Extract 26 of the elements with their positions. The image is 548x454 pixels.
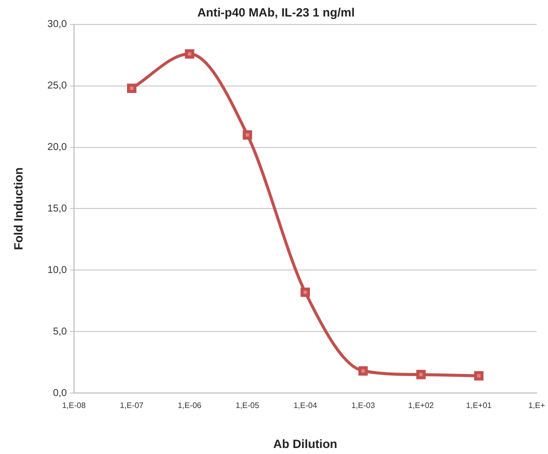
x-tick-label: 1,E+02 — [408, 401, 434, 410]
y-tick-label: 30,0 — [47, 19, 68, 30]
point — [474, 371, 484, 380]
x-tick-label: 1,E-04 — [293, 401, 318, 410]
x-tick-label: 1,E+01 — [466, 401, 492, 410]
x-axis-title: Ab Dilution — [273, 437, 338, 452]
point — [300, 288, 310, 297]
x-tick-label: 1,E-08 — [62, 401, 86, 410]
point — [184, 49, 194, 59]
y-axis-title: Fold Induction — [12, 167, 26, 250]
chart-title: Anti-p40 MAb, IL-23 1 ng/ml — [197, 6, 355, 20]
x-tick-label: 1,E-05 — [236, 401, 260, 410]
y-tick-label: 20,0 — [47, 142, 68, 154]
x-tick-label: 1,E-06 — [178, 401, 202, 410]
point — [358, 366, 368, 376]
point — [416, 370, 426, 380]
y-tick-label: 0,0 — [52, 388, 68, 399]
x-tick-label: 1,E+ — [528, 401, 546, 410]
point — [127, 84, 136, 93]
y-tick-label: 15,0 — [47, 203, 68, 214]
point — [242, 130, 252, 140]
y-tick-label: 5,0 — [52, 326, 68, 338]
y-tick-label: 25,0 — [47, 80, 68, 92]
x-tick-label: 1,E-07 — [120, 401, 144, 410]
y-tick-label: 10,0 — [47, 264, 68, 276]
x-tick-label: 1,E-03 — [351, 401, 376, 410]
